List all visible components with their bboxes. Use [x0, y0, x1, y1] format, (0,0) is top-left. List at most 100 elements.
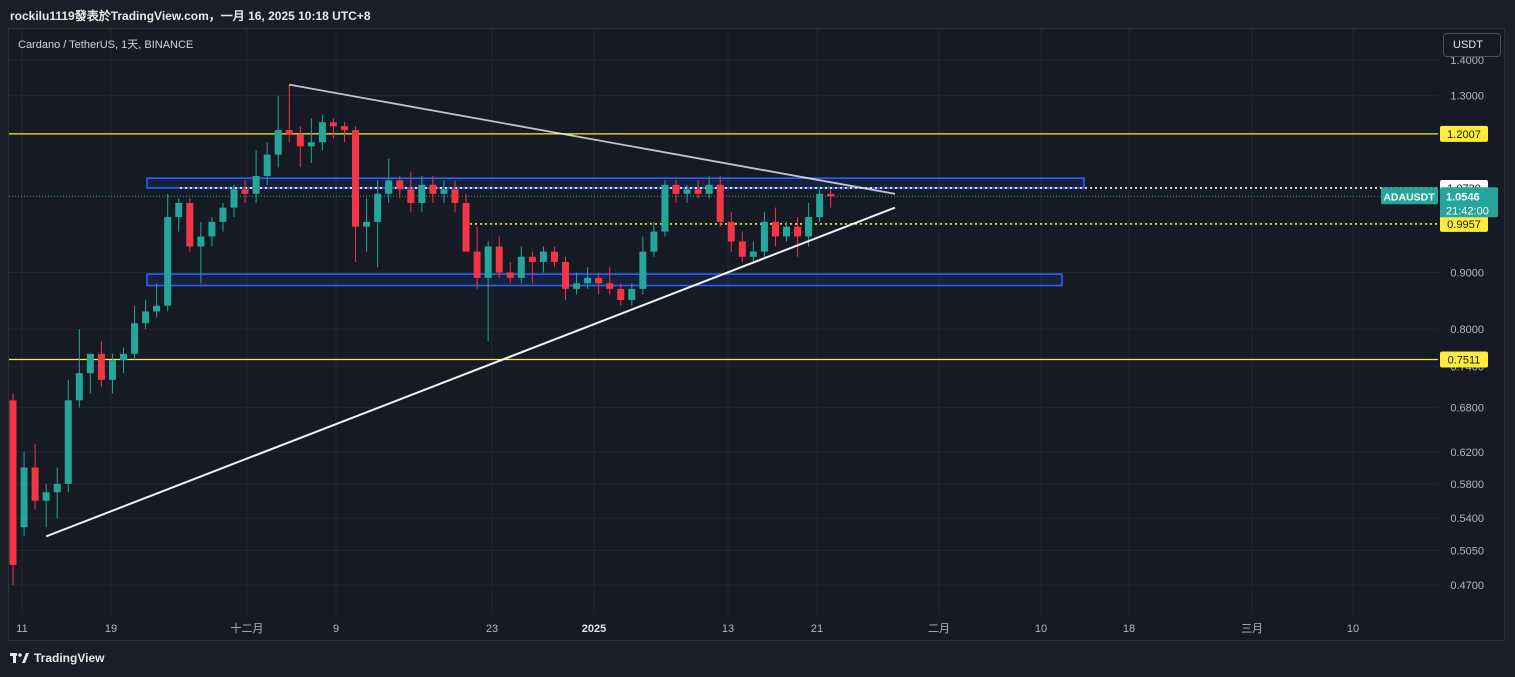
candle-body	[462, 202, 470, 252]
candle-body	[9, 400, 17, 565]
price-label: 1.2007	[1440, 125, 1488, 142]
symbol-tag-bg	[1381, 187, 1438, 205]
candle	[429, 175, 437, 203]
candle-body	[175, 202, 183, 218]
candle-body	[473, 251, 481, 278]
candle	[705, 175, 713, 199]
candle-body	[396, 180, 404, 190]
price-label-bg	[1440, 125, 1488, 142]
candle-body	[164, 217, 172, 306]
x-tick-label: 二月	[928, 623, 950, 635]
candle	[550, 246, 558, 268]
x-tick-label: 2025	[582, 623, 606, 635]
candle	[749, 241, 757, 262]
price-label-text: 0.9957	[1447, 219, 1481, 231]
candle	[219, 202, 227, 232]
x-tick-label: 10	[1035, 623, 1047, 635]
candle	[473, 226, 481, 289]
candle-body	[617, 288, 625, 301]
candle	[64, 379, 72, 493]
price-label-text: 0.7511	[1448, 355, 1481, 367]
candle-body	[827, 193, 835, 197]
candle-body	[550, 251, 558, 262]
candle	[562, 256, 569, 301]
candle-body	[727, 221, 735, 242]
candle	[738, 231, 746, 262]
candle	[794, 217, 802, 257]
candle	[230, 184, 238, 218]
x-tick-label: 十二月	[231, 621, 264, 635]
candle-body	[363, 221, 371, 227]
x-tick-label: 9	[333, 623, 339, 635]
candle-body	[628, 288, 636, 301]
candle-body	[595, 277, 603, 284]
tradingview-logo-text: TradingView	[34, 651, 105, 665]
candle	[440, 180, 448, 203]
x-tick-label: 21	[811, 623, 823, 635]
x-tick-label: 23	[486, 623, 498, 635]
candle	[683, 184, 691, 203]
candle	[771, 207, 779, 247]
candle-body	[75, 373, 83, 401]
candlestick-chart[interactable]: 1.40001.30000.90000.80000.74000.68000.62…	[0, 0, 1515, 641]
candle-body	[31, 467, 39, 501]
candle	[31, 444, 39, 510]
symbol-tag-text: ADAUSDT	[1383, 191, 1435, 203]
x-tick-label: 11	[16, 623, 27, 635]
candle	[539, 246, 547, 273]
candle	[307, 118, 315, 164]
tradingview-mark-icon	[10, 653, 29, 663]
candle	[694, 180, 702, 199]
candle	[805, 202, 813, 247]
candle	[606, 267, 614, 295]
candle-body	[738, 241, 746, 257]
candle	[495, 236, 503, 278]
candle	[528, 251, 536, 284]
candle	[175, 198, 183, 232]
price-label-text: 1.2007	[1447, 129, 1481, 141]
candle	[208, 217, 216, 247]
candle	[760, 212, 768, 257]
candle-body	[219, 207, 227, 222]
candle-body	[760, 221, 768, 252]
trendline	[289, 83, 896, 195]
candle-body	[142, 311, 150, 324]
candle	[241, 180, 249, 203]
candle	[296, 126, 304, 168]
y-tick-label: 0.9000	[1450, 268, 1484, 280]
candle	[20, 451, 28, 537]
candle	[153, 283, 161, 318]
candle-body	[352, 130, 360, 227]
candle-body	[42, 492, 50, 501]
tradingview-logo: TradingView	[10, 651, 104, 665]
candle	[131, 305, 139, 361]
candle-body	[53, 483, 61, 493]
y-tick-label: 1.3000	[1450, 91, 1484, 103]
candle-body	[418, 184, 426, 203]
candle	[363, 198, 371, 252]
price-tag-value: 1.0546	[1446, 191, 1480, 203]
candle	[573, 272, 581, 295]
candle	[385, 158, 393, 203]
candle	[672, 180, 680, 203]
chart-panel[interactable]	[8, 28, 1505, 641]
y-tick-label: 0.4700	[1450, 580, 1484, 592]
candle-body	[805, 217, 813, 237]
candle-body	[539, 251, 547, 262]
publish-caption: rockilu1119發表於TradingView.com，一月 16, 202…	[10, 9, 371, 23]
candle-body	[429, 184, 437, 194]
candle-body	[108, 360, 116, 380]
candle	[42, 483, 50, 528]
candle-body	[131, 323, 139, 354]
countdown-value: 21:42:00	[1446, 205, 1489, 217]
price-label-bg	[1440, 351, 1488, 368]
candle	[329, 118, 337, 139]
candle	[827, 189, 835, 208]
candle-body	[606, 283, 614, 289]
candle-body	[274, 130, 282, 155]
candle-body	[230, 189, 238, 208]
candle	[75, 329, 83, 408]
y-tick-label: 0.8000	[1450, 324, 1484, 336]
currency-button[interactable]: USDT	[1443, 33, 1501, 57]
candle-body	[263, 154, 271, 176]
